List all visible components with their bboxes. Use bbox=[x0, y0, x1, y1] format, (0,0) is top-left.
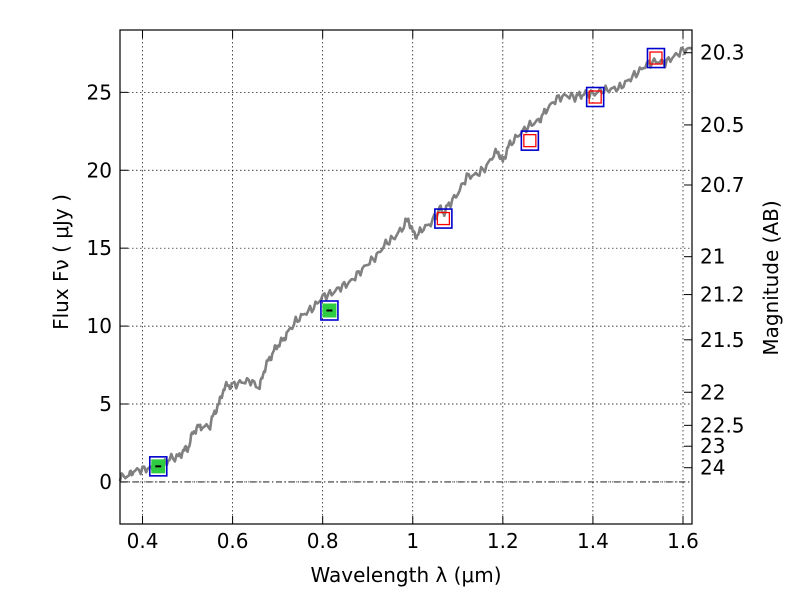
mag-tick-label: 20.7 bbox=[700, 173, 745, 197]
mag-tick-label: 22.5 bbox=[700, 413, 745, 437]
mag-tick-label: 20.5 bbox=[700, 113, 745, 137]
spectrum-series-line bbox=[118, 46, 693, 482]
photometry-box bbox=[320, 300, 339, 321]
mag-tick-label: 24 bbox=[700, 456, 725, 480]
model-marker bbox=[649, 51, 663, 65]
y-tick-label: 0 bbox=[99, 470, 112, 494]
x-tick-label: 0.4 bbox=[127, 529, 159, 553]
y-axis-label: Flux Fν ( μJy ) bbox=[49, 194, 73, 330]
photometry-markers bbox=[148, 47, 666, 477]
axis-ticks bbox=[120, 30, 692, 524]
x-tick-label: 1.6 bbox=[667, 529, 699, 553]
y-tick-label: 5 bbox=[99, 392, 112, 416]
photometry-box bbox=[148, 456, 168, 477]
photometry-box bbox=[585, 86, 605, 108]
photometry-box bbox=[520, 130, 540, 151]
model-marker bbox=[436, 211, 451, 226]
x-tick-label: 0.6 bbox=[217, 529, 249, 553]
y-tick-label: 15 bbox=[87, 236, 112, 260]
x-axis-label: Wavelength λ (μm) bbox=[310, 563, 501, 587]
mag-tick-label: 23 bbox=[700, 434, 725, 458]
grid-lines bbox=[120, 30, 692, 524]
mag-tick-label: 21.5 bbox=[700, 328, 745, 352]
x-tick-label: 1.2 bbox=[487, 529, 519, 553]
y-tick-label: 25 bbox=[87, 80, 112, 104]
y-tick-label: 20 bbox=[87, 158, 112, 182]
mag-tick-label: 22 bbox=[700, 380, 725, 404]
photometry-point bbox=[585, 86, 605, 108]
x-tick-label: 0.8 bbox=[307, 529, 339, 553]
photometry-point bbox=[320, 300, 339, 321]
photometry-point bbox=[148, 456, 168, 477]
photometry-box bbox=[646, 47, 666, 69]
y2-axis-label: Magnitude (AB) bbox=[759, 200, 783, 355]
x-tick-label: 1.4 bbox=[577, 529, 609, 553]
y-tick-label: 10 bbox=[87, 314, 112, 338]
model-marker bbox=[588, 90, 602, 104]
photometry-point bbox=[520, 130, 540, 151]
mag-tick-label: 20.3 bbox=[700, 41, 745, 65]
model-marker bbox=[523, 133, 537, 148]
mag-tick-label: 21 bbox=[700, 245, 725, 269]
photometry-point bbox=[646, 47, 666, 69]
photometry-point bbox=[434, 208, 453, 229]
photometry-box bbox=[434, 208, 453, 229]
x-tick-label: 1 bbox=[406, 529, 419, 553]
mag-tick-label: 21.2 bbox=[700, 283, 745, 307]
plot-frame bbox=[119, 29, 693, 525]
